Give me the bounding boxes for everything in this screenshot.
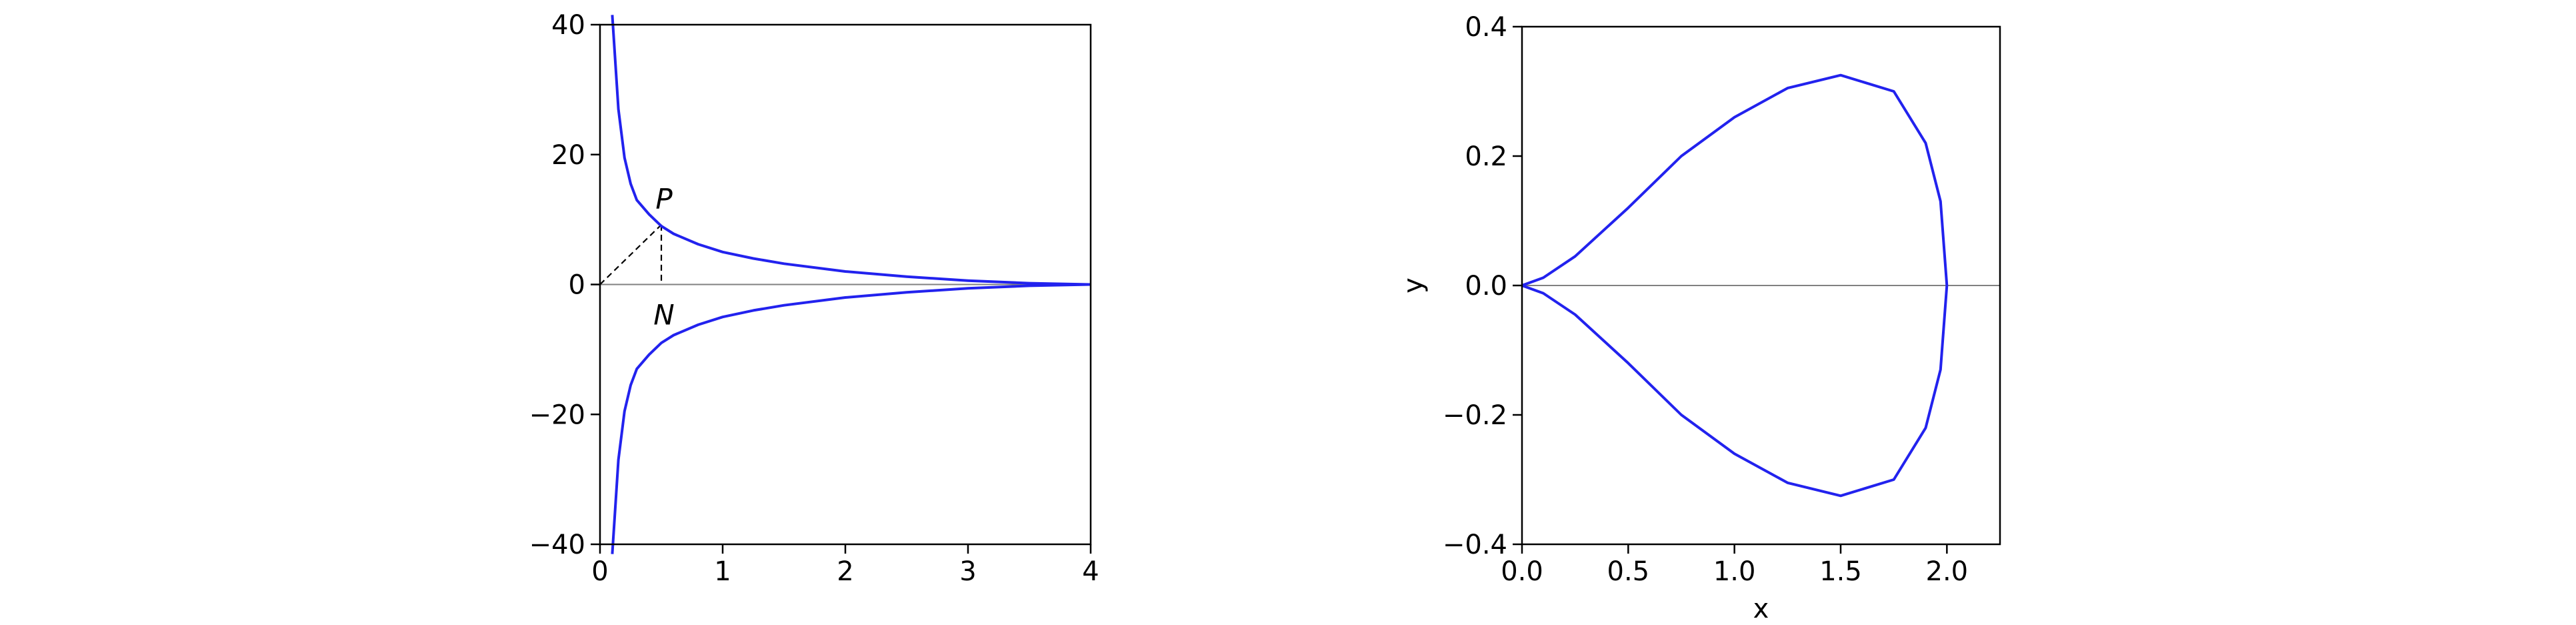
left-x-tick-label: 2 [837, 556, 853, 587]
right-y-tick-label: 0.2 [1465, 141, 1507, 172]
right-y-tick-label: 0.0 [1465, 271, 1507, 301]
left-series-line-0 [611, 15, 1091, 286]
right-x-tick-label: 0.5 [1607, 556, 1650, 587]
left-x-tick-label: 4 [1082, 556, 1099, 587]
left-y-tick-label: −20 [529, 400, 585, 430]
right-x-tick-label: 1.0 [1713, 556, 1756, 587]
right-ticks-group: 0.0 0.5 1.0 1.5 2.0 −0.4 −0.2 0.0 0.2 0.4 [1443, 12, 1968, 587]
left-series-line-1 [611, 283, 1091, 554]
left-y-tick-label: 40 [551, 10, 585, 41]
left-x-tick-label: 0 [591, 556, 608, 587]
left-dashed-lines [599, 224, 663, 285]
right-chart: 0.0 0.5 1.0 1.5 2.0 −0.4 −0.2 0.0 0.2 0.4 x y [1398, 12, 2001, 624]
left-series-group [611, 15, 1091, 554]
right-y-tick-label: −0.2 [1443, 400, 1507, 431]
left-x-tick-label: 3 [959, 556, 976, 587]
left-y-tick-label: −40 [529, 530, 585, 560]
right-x-tick-label: 0.0 [1501, 556, 1543, 587]
right-y-tick-label: 0.4 [1465, 12, 1507, 43]
right-series-line-1 [1521, 284, 1949, 498]
left-annotations-group: PN [653, 183, 674, 332]
left-x-tick-label: 1 [714, 556, 731, 587]
left-ticks-group: 0 1 2 3 4 −40 −20 0 20 40 [529, 10, 1099, 587]
left-y-tick-label: 20 [551, 140, 585, 171]
right-series-line-0 [1521, 73, 1949, 287]
right-y-tick-label: −0.4 [1443, 530, 1507, 560]
right-x-tick-label: 2.0 [1926, 556, 1969, 587]
right-x-axis-label: x [1753, 594, 1769, 624]
annotation-n: N [653, 299, 674, 332]
right-x-tick-label: 1.5 [1819, 556, 1862, 587]
right-series-group [1521, 73, 1949, 498]
annotation-p: P [655, 183, 673, 215]
left-y-tick-label: 0 [569, 270, 585, 301]
left-dashed-line-0 [599, 224, 662, 285]
right-y-axis-label: y [1398, 277, 1429, 293]
